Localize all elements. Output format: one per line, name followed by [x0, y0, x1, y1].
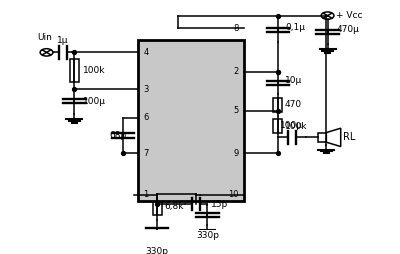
Text: 8: 8 — [233, 24, 239, 33]
Bar — [153, 198, 162, 215]
Text: 470: 470 — [285, 100, 302, 109]
Text: Uin: Uin — [37, 33, 52, 42]
Text: 3: 3 — [143, 85, 149, 94]
Text: 10: 10 — [228, 190, 239, 199]
Text: 4: 4 — [143, 48, 149, 57]
Bar — [138, 40, 244, 201]
Text: 9: 9 — [234, 149, 239, 158]
Bar — [318, 133, 326, 142]
Text: 470µ: 470µ — [336, 25, 359, 34]
Bar — [70, 59, 79, 82]
Bar — [273, 119, 282, 133]
Text: 10µ: 10µ — [285, 76, 302, 85]
Text: 330p: 330p — [197, 231, 220, 240]
Text: 0,1µ: 0,1µ — [285, 23, 305, 32]
Text: 2: 2 — [234, 67, 239, 76]
Text: + Vcc: + Vcc — [336, 11, 363, 20]
Text: 1µ: 1µ — [57, 36, 68, 45]
Text: 7: 7 — [143, 149, 149, 158]
Text: 6: 6 — [143, 113, 149, 122]
Text: 15p: 15p — [211, 199, 228, 209]
Bar — [273, 98, 282, 112]
Text: 100µ: 100µ — [83, 97, 106, 106]
Text: 5: 5 — [234, 106, 239, 116]
Text: 100k: 100k — [285, 122, 308, 131]
Text: 100µ: 100µ — [280, 121, 303, 131]
Text: 330p: 330p — [146, 247, 169, 254]
Text: 1: 1 — [143, 190, 149, 199]
Text: RL: RL — [343, 132, 356, 142]
Text: 6,8k: 6,8k — [164, 202, 184, 211]
Text: 68p: 68p — [109, 131, 126, 140]
Text: 100k: 100k — [83, 66, 106, 75]
